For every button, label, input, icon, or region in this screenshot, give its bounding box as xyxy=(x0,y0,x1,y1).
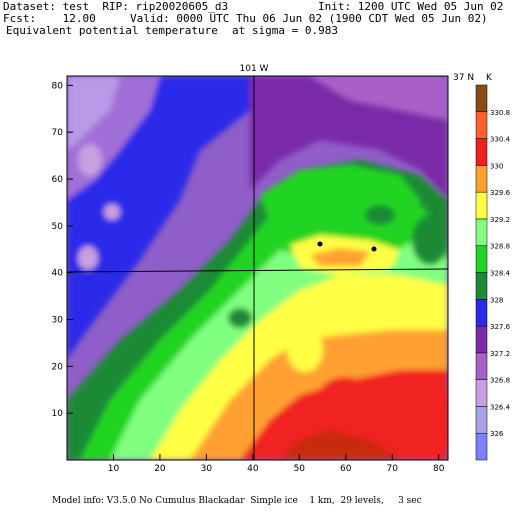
colorbar-swatch xyxy=(475,272,488,300)
colorbar-label: 330.4 xyxy=(490,136,511,144)
theta-e-field xyxy=(67,76,448,460)
station-marker xyxy=(317,241,323,247)
y-tick-label: 80 xyxy=(52,81,64,91)
colorbar-label: 328.4 xyxy=(490,270,511,278)
y-tick-label: 40 xyxy=(52,269,64,279)
colorbar-swatch xyxy=(475,432,488,461)
x-tick-label: 80 xyxy=(433,464,445,474)
y-tick-label: 10 xyxy=(52,409,64,419)
x-tick-label: 40 xyxy=(247,464,259,474)
colorbar-swatch xyxy=(475,299,488,327)
y-tick-label: 30 xyxy=(52,316,64,326)
colorbar-swatch xyxy=(475,111,488,139)
colorbar-swatch xyxy=(475,406,488,434)
colorbar-swatch xyxy=(475,218,488,246)
colorbar-swatch xyxy=(475,165,488,193)
colorbar-swatch xyxy=(475,352,488,380)
field-name-label: Equivalent potential temperature xyxy=(6,24,218,37)
colorbar-label: 328 xyxy=(490,296,503,304)
y-axis: 10 20 30 40 50 60 70 80 xyxy=(52,81,73,419)
x-tick-label: 30 xyxy=(201,464,213,474)
plot-frame xyxy=(66,75,449,461)
x-tick-label: 70 xyxy=(387,464,399,474)
dataset-label: Dataset: test RIP: rip20020605_d3 xyxy=(3,0,229,13)
model-info-footer: Model info: V3.5.0 No Cumulus Blackadar … xyxy=(52,496,422,506)
valid-time-label: Valid: 0000 UTC Thu 06 Jun 02 (1900 CDT … xyxy=(130,12,488,25)
y-tick-label: 20 xyxy=(52,362,64,372)
meridian-label: 101 W xyxy=(240,64,269,74)
colorbar-label: 329.2 xyxy=(490,216,510,224)
x-tick-label: 20 xyxy=(154,464,166,474)
colorbar-label: 326.4 xyxy=(490,403,511,411)
parallel-37n-line xyxy=(67,268,448,273)
sigma-level-label: at sigma = 0.983 xyxy=(232,24,338,37)
colorbar-swatch xyxy=(475,84,488,113)
colorbar-label: 327.6 xyxy=(490,323,511,331)
y-tick-label: 60 xyxy=(52,175,64,185)
y-tick-label: 70 xyxy=(52,128,64,138)
colorbar-label: 326.8 xyxy=(490,377,510,385)
init-time-label: Init: 1200 UTC Wed 05 Jun 02 xyxy=(318,0,504,13)
parallel-label: 37 N xyxy=(453,73,474,83)
colorbar: 326 326.4 326.8 327.2 327.6 328 328.4 328.8 329.… xyxy=(475,84,511,461)
colorbar-swatch xyxy=(475,191,488,220)
colorbar-swatch xyxy=(475,245,488,273)
x-axis: 10 20 30 40 50 60 70 80 xyxy=(108,454,445,474)
forecast-hour-label: Fcst: 12.00 xyxy=(3,12,96,25)
colorbar-label: 327.2 xyxy=(490,350,510,358)
y-tick-label: 50 xyxy=(52,222,64,232)
x-tick-label: 50 xyxy=(294,464,306,474)
colorbar-swatch xyxy=(475,379,488,407)
colorbar-unit-label: K xyxy=(486,73,493,83)
colorbar-label: 326 xyxy=(490,430,504,438)
colorbar-label: 330.8 xyxy=(490,109,510,117)
colorbar-label: 330 xyxy=(490,162,503,170)
station-marker xyxy=(371,246,377,252)
colorbar-label: 329.6 xyxy=(490,189,511,197)
colorbar-label: 328.8 xyxy=(490,243,510,251)
x-tick-label: 10 xyxy=(108,464,120,474)
x-tick-label: 60 xyxy=(340,464,352,474)
colorbar-swatch xyxy=(475,138,488,166)
colorbar-swatch xyxy=(475,325,488,354)
